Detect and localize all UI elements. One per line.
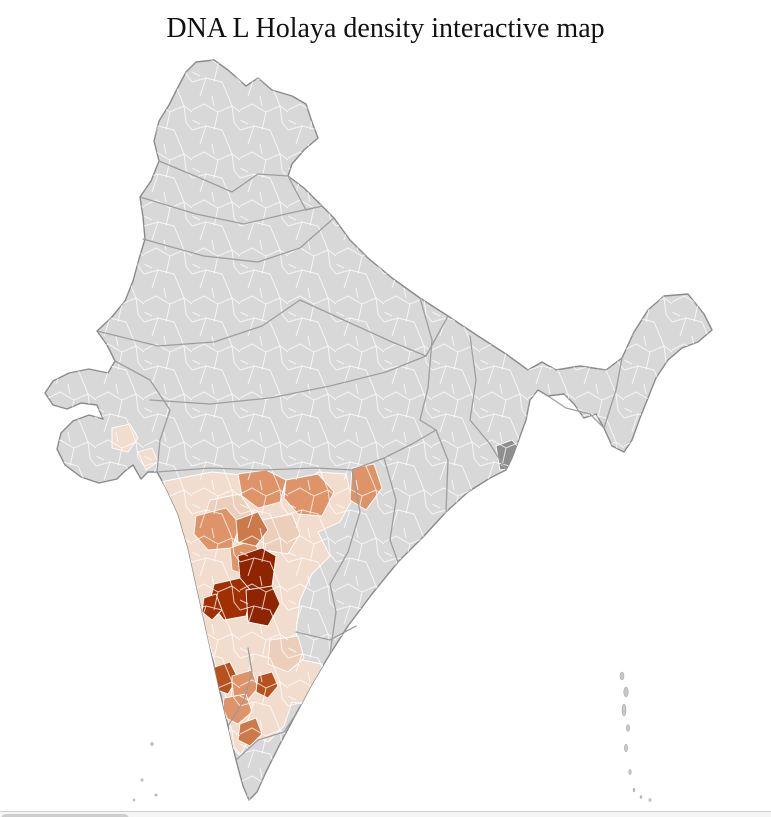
horizontal-scrollbar-thumb[interactable] [1,814,129,817]
horizontal-scrollbar[interactable] [0,811,771,817]
lakshadweep-islands[interactable] [132,742,158,802]
map-page: DNA L Holaya density interactive map [0,10,771,817]
india-map[interactable] [0,50,771,802]
andaman-islands[interactable] [619,671,652,802]
state-borders [96,160,623,761]
district-texture [45,60,712,800]
page-title: DNA L Holaya density interactive map [166,13,605,44]
